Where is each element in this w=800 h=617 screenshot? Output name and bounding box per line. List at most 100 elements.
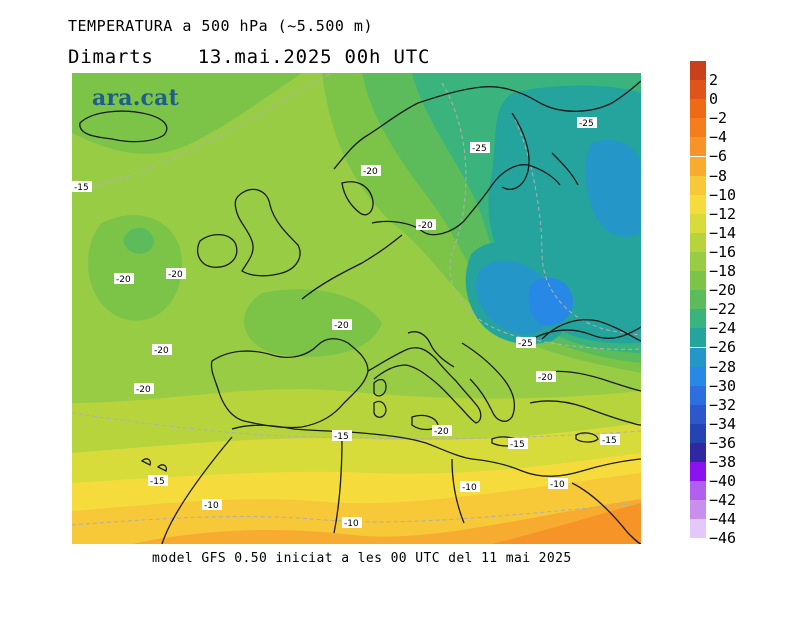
svg-text:-15: -15 bbox=[334, 432, 349, 442]
legend-swatch bbox=[690, 519, 706, 539]
legend-swatch bbox=[690, 500, 706, 520]
contour-label: -20 bbox=[416, 219, 436, 231]
legend-label: −4 bbox=[709, 128, 728, 147]
contour-label: -10 bbox=[202, 499, 222, 511]
legend-label: −44 bbox=[709, 510, 737, 529]
legend-label: −12 bbox=[709, 204, 737, 223]
legend-label: −6 bbox=[709, 147, 728, 166]
legend-label: −2 bbox=[709, 109, 728, 128]
contour-label: -15 bbox=[72, 181, 92, 193]
legend-label: −32 bbox=[709, 395, 737, 414]
svg-text:-10: -10 bbox=[344, 519, 359, 529]
legend-label: −26 bbox=[709, 338, 737, 357]
legend-swatch bbox=[690, 61, 706, 80]
field-minus-8 bbox=[132, 499, 641, 544]
legend-swatch bbox=[690, 347, 706, 367]
legend-label: −30 bbox=[709, 376, 737, 395]
legend-swatch bbox=[690, 443, 706, 462]
legend-swatch bbox=[690, 271, 706, 291]
contour-label: -15 bbox=[148, 475, 168, 487]
field-minus-20-nw bbox=[72, 73, 302, 154]
legend-swatch bbox=[690, 80, 706, 100]
legend-label: −42 bbox=[709, 491, 737, 510]
legend-swatch bbox=[690, 481, 706, 501]
contour-label: -20 bbox=[332, 319, 352, 331]
model-info: model GFS 0.50 iniciat a les 00 UTC del … bbox=[152, 551, 572, 566]
contour-labels: -15 -20 -25 -25 -20 -20 -20 -20 -20 -20 … bbox=[72, 117, 620, 529]
svg-text:-15: -15 bbox=[150, 477, 165, 487]
legend-swatch bbox=[690, 175, 706, 195]
contour-label: -25 bbox=[577, 117, 597, 129]
field-minus-30-east bbox=[528, 277, 573, 326]
isotherm-lines bbox=[72, 73, 641, 526]
svg-text:-20: -20 bbox=[116, 275, 131, 285]
svg-text:-10: -10 bbox=[462, 483, 477, 493]
coastlines bbox=[79, 80, 641, 544]
legend-label: −46 bbox=[709, 529, 737, 548]
legend-label: −36 bbox=[709, 433, 737, 452]
legend-swatch bbox=[690, 462, 706, 482]
legend-swatch bbox=[690, 328, 706, 348]
legend-swatch bbox=[690, 213, 706, 233]
svg-text:-25: -25 bbox=[518, 339, 533, 349]
legend-swatch bbox=[690, 118, 706, 138]
legend-swatch bbox=[690, 290, 706, 310]
svg-text:-10: -10 bbox=[550, 480, 565, 490]
contour-label: -20 bbox=[432, 425, 452, 437]
svg-text:-20: -20 bbox=[136, 385, 151, 395]
legend-swatch bbox=[690, 194, 706, 214]
ara-cat-logo: ara.cat bbox=[92, 85, 179, 111]
svg-text:-20: -20 bbox=[418, 221, 433, 231]
legend-swatch bbox=[690, 156, 706, 176]
field-minus-20-atlantic bbox=[88, 215, 182, 321]
contour-label: -25 bbox=[470, 142, 490, 154]
legend-label: −18 bbox=[709, 262, 737, 280]
contour-label: -10 bbox=[460, 481, 480, 493]
contour-label: -20 bbox=[166, 268, 186, 280]
contour-label: -20 bbox=[361, 165, 381, 177]
legend-label: −16 bbox=[709, 242, 737, 261]
svg-text:-25: -25 bbox=[472, 144, 487, 154]
field-minus-28-ne bbox=[585, 139, 641, 237]
legend-swatch bbox=[690, 385, 706, 405]
legend-swatch bbox=[690, 404, 706, 424]
contour-label: -15 bbox=[600, 434, 620, 446]
legend-label: −8 bbox=[709, 166, 728, 185]
svg-text:-10: -10 bbox=[204, 501, 219, 511]
legend-label: −24 bbox=[709, 319, 737, 338]
field-minus-22-atlantic bbox=[123, 227, 154, 254]
legend-swatch bbox=[690, 309, 706, 329]
forecast-datetime: Dimarts 13.mai.2025 00h UTC bbox=[68, 46, 474, 68]
svg-text:-15: -15 bbox=[602, 436, 617, 446]
legend-label: −14 bbox=[709, 223, 737, 242]
legend-label: −28 bbox=[709, 357, 737, 376]
legend-swatch bbox=[690, 252, 706, 271]
contour-label: -20 bbox=[152, 344, 172, 356]
svg-text:-20: -20 bbox=[154, 346, 169, 356]
contour-label: -15 bbox=[508, 438, 528, 450]
temperature-map: -15 -20 -25 -25 -20 -20 -20 -20 -20 -20 … bbox=[72, 73, 641, 544]
contour-label: -15 bbox=[332, 430, 352, 442]
legend-swatch bbox=[690, 99, 706, 119]
legend-label: 0 bbox=[709, 90, 719, 109]
contour-label: -10 bbox=[548, 478, 568, 490]
legend-label: −10 bbox=[709, 185, 737, 204]
legend-swatch bbox=[690, 232, 706, 252]
legend-label: −40 bbox=[709, 472, 737, 491]
forecast-date: 13.mai.2025 00h UTC bbox=[197, 46, 431, 68]
svg-text:-20: -20 bbox=[538, 373, 553, 383]
map-title: TEMPERATURA a 500 hPa (~5.500 m) bbox=[68, 17, 373, 35]
legend-label: −34 bbox=[709, 414, 737, 433]
contour-label: -20 bbox=[536, 371, 556, 383]
field-minus-20-west bbox=[243, 289, 382, 357]
contour-label: -25 bbox=[516, 337, 536, 349]
svg-text:-20: -20 bbox=[434, 427, 449, 437]
svg-text:-20: -20 bbox=[168, 270, 183, 280]
forecast-day: Dimarts bbox=[68, 46, 154, 68]
legend-swatch bbox=[690, 366, 706, 386]
legend-label: 2 bbox=[709, 71, 719, 89]
legend-label: −22 bbox=[709, 300, 737, 319]
field-minus-6 bbox=[492, 503, 641, 544]
legend-label: −38 bbox=[709, 453, 737, 471]
svg-text:-15: -15 bbox=[74, 183, 89, 193]
